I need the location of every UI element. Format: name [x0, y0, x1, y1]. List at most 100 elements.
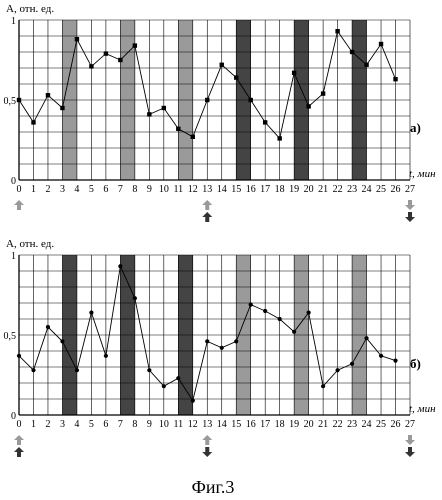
data-point	[306, 104, 310, 108]
data-point	[278, 317, 282, 321]
x-tick-label: 18	[275, 419, 285, 430]
x-tick-label: 9	[147, 184, 152, 195]
data-point	[176, 376, 180, 380]
data-point	[321, 384, 325, 388]
data-point	[89, 64, 93, 68]
data-point	[321, 91, 325, 95]
data-point	[234, 75, 238, 79]
x-tick-label: 27	[405, 419, 415, 430]
x-tick-label: 4	[74, 184, 79, 195]
x-tick-label: 19	[289, 184, 299, 195]
data-point	[393, 77, 397, 81]
x-tick-label: 20	[304, 419, 314, 430]
data-point	[147, 112, 151, 116]
data-point	[379, 42, 383, 46]
data-point	[335, 368, 339, 372]
x-tick-label: 0	[17, 419, 22, 430]
data-point	[292, 71, 296, 75]
x-tick-label: 19	[289, 419, 299, 430]
event-arrow-down-icon	[405, 212, 415, 222]
data-point	[205, 98, 209, 102]
x-tick-label: 17	[260, 184, 270, 195]
data-point	[292, 330, 296, 334]
data-point	[133, 43, 137, 47]
data-point	[46, 93, 50, 97]
x-tick-label: 8	[132, 184, 137, 195]
y-tick-label: 0,5	[4, 96, 17, 107]
x-tick-label: 20	[304, 184, 314, 195]
data-point	[263, 120, 267, 124]
data-point	[75, 37, 79, 41]
data-point	[17, 354, 21, 358]
y-tick-label: 0,5	[4, 331, 17, 342]
data-point	[191, 399, 195, 403]
data-point	[176, 127, 180, 131]
event-arrow-up-icon	[14, 435, 24, 445]
x-tick-label: 6	[103, 184, 108, 195]
data-point	[220, 346, 224, 350]
data-point	[60, 106, 64, 110]
x-tick-label: 7	[118, 184, 123, 195]
data-point	[31, 120, 35, 124]
x-tick-label: 14	[217, 419, 227, 430]
x-tick-label: 16	[246, 184, 256, 195]
x-tick-label: 0	[17, 184, 22, 195]
data-point	[191, 135, 195, 139]
x-tick-label: 27	[405, 184, 415, 195]
data-point	[75, 368, 79, 372]
x-tick-label: 24	[362, 184, 372, 195]
x-tick-label: 10	[159, 419, 169, 430]
data-point	[249, 303, 253, 307]
figure-caption: Фиг.3	[192, 477, 235, 497]
x-tick-label: 2	[45, 419, 50, 430]
x-tick-label: 21	[318, 419, 328, 430]
data-point	[205, 339, 209, 343]
y-tick-label: 0	[11, 411, 16, 422]
x-tick-label: 4	[74, 419, 79, 430]
data-point	[104, 354, 108, 358]
x-axis-label-a: t, мин	[409, 168, 436, 180]
x-tick-label: 23	[347, 184, 357, 195]
x-tick-label: 25	[376, 419, 386, 430]
data-point	[118, 58, 122, 62]
data-point	[46, 325, 50, 329]
y-axis-label-b: А, отн. ед.	[6, 238, 54, 250]
x-tick-label: 3	[60, 184, 65, 195]
data-point	[133, 296, 137, 300]
data-point	[307, 311, 311, 315]
x-tick-label: 16	[246, 419, 256, 430]
data-point	[350, 50, 354, 54]
data-point	[234, 339, 238, 343]
x-tick-label: 13	[202, 184, 212, 195]
event-arrow-up-icon	[14, 447, 24, 457]
x-tick-label: 12	[188, 419, 198, 430]
event-arrow-down-icon	[202, 447, 212, 457]
x-tick-label: 5	[89, 184, 94, 195]
x-tick-label: 25	[376, 184, 386, 195]
x-tick-label: 26	[391, 184, 401, 195]
x-tick-label: 22	[333, 419, 343, 430]
y-tick-label: 0	[11, 176, 16, 187]
data-point	[162, 384, 166, 388]
data-point	[364, 63, 368, 67]
chart-panel-b: 00,5101234567891011121314151617181920212…	[4, 238, 437, 457]
data-point	[364, 336, 368, 340]
panel-label-b: б)	[410, 356, 421, 371]
x-tick-label: 1	[31, 419, 36, 430]
x-tick-label: 5	[89, 419, 94, 430]
event-arrow-up-icon	[14, 200, 24, 210]
data-point	[17, 98, 21, 102]
data-point	[393, 359, 397, 363]
data-point	[118, 264, 122, 268]
panel-label-a: а)	[410, 120, 421, 135]
data-point	[249, 98, 253, 102]
y-tick-label: 1	[11, 251, 16, 262]
x-tick-label: 18	[275, 184, 285, 195]
event-arrow-down-icon	[405, 435, 415, 445]
x-tick-label: 2	[45, 184, 50, 195]
x-tick-label: 6	[103, 419, 108, 430]
x-tick-label: 14	[217, 184, 227, 195]
x-tick-label: 12	[188, 184, 198, 195]
x-tick-label: 23	[347, 419, 357, 430]
